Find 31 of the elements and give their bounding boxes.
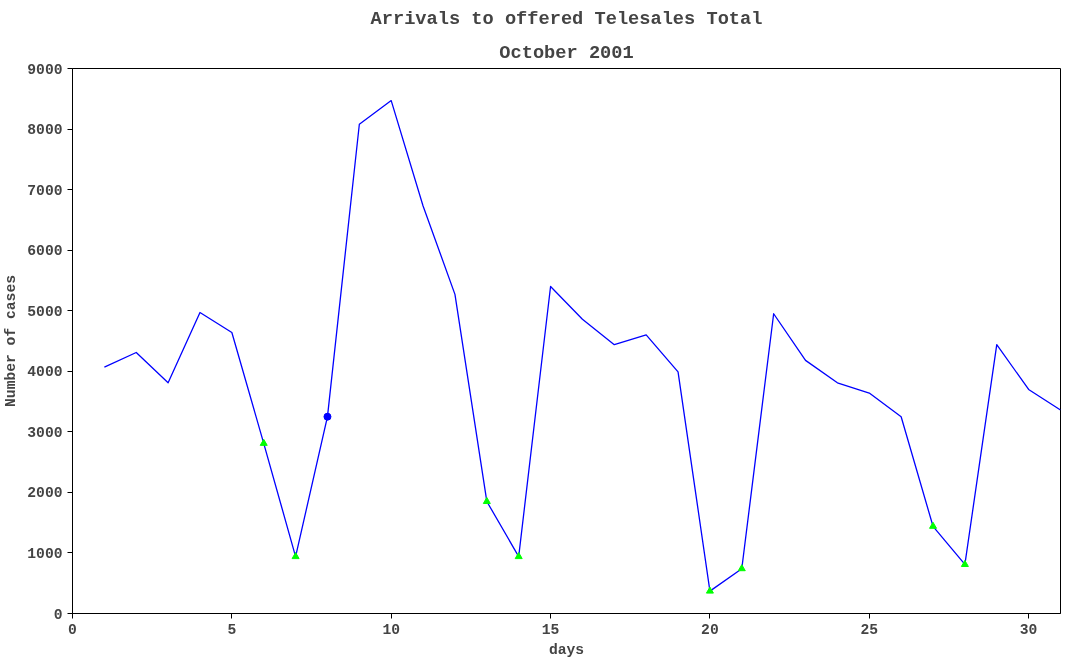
x-tick-label: 10 bbox=[382, 621, 401, 638]
y-tick-label: 5000 bbox=[27, 303, 63, 320]
x-tick-label: 0 bbox=[68, 621, 77, 638]
point bbox=[960, 559, 969, 567]
point bbox=[291, 552, 300, 560]
chart-title: Arrivals to offered Telesales Total bbox=[370, 7, 763, 30]
x-tick-label: 30 bbox=[1019, 621, 1038, 638]
y-tick-label: 9000 bbox=[27, 61, 63, 78]
y-tick-label: 7000 bbox=[27, 182, 63, 199]
y-tick-label: 1000 bbox=[27, 545, 63, 562]
point bbox=[929, 521, 938, 529]
point bbox=[705, 586, 714, 594]
y-tick-label: 3000 bbox=[27, 424, 63, 441]
point bbox=[514, 552, 523, 560]
y-tick-label: 8000 bbox=[27, 122, 63, 139]
y-tick-label: 6000 bbox=[27, 243, 63, 260]
x-tick-label: 25 bbox=[860, 621, 879, 638]
x-axis-title: days bbox=[548, 641, 585, 658]
y-tick-label: 2000 bbox=[27, 485, 63, 502]
x-tick-label: 20 bbox=[701, 621, 719, 638]
point bbox=[259, 438, 268, 446]
point bbox=[323, 412, 332, 421]
y-tick-label: 4000 bbox=[27, 364, 63, 381]
y-axis-title: Number of cases bbox=[3, 275, 20, 407]
point bbox=[737, 564, 746, 572]
x-tick-label: 5 bbox=[227, 621, 237, 638]
x-tick-label: 15 bbox=[541, 621, 560, 638]
line-series bbox=[103, 99, 1061, 592]
point bbox=[482, 496, 491, 504]
chart-subtitle: October 2001 bbox=[499, 41, 634, 64]
y-tick-label: 0 bbox=[53, 606, 63, 623]
